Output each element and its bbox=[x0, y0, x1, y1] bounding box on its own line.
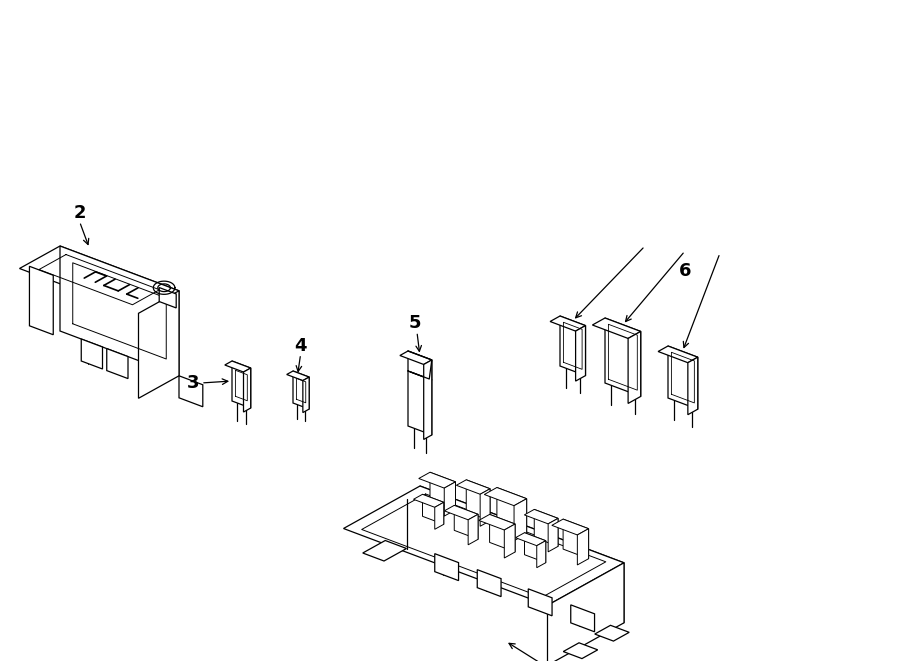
Polygon shape bbox=[571, 605, 595, 632]
Polygon shape bbox=[81, 339, 103, 369]
Polygon shape bbox=[484, 488, 526, 506]
Polygon shape bbox=[481, 488, 490, 526]
Polygon shape bbox=[516, 533, 545, 546]
Polygon shape bbox=[514, 498, 526, 541]
Text: 6: 6 bbox=[679, 262, 691, 280]
Polygon shape bbox=[605, 318, 641, 397]
Polygon shape bbox=[528, 589, 552, 616]
Polygon shape bbox=[408, 371, 432, 435]
Polygon shape bbox=[159, 288, 176, 308]
Polygon shape bbox=[668, 346, 698, 409]
Polygon shape bbox=[466, 480, 490, 521]
Text: 2: 2 bbox=[73, 204, 86, 223]
Polygon shape bbox=[525, 533, 545, 563]
Polygon shape bbox=[424, 360, 432, 440]
Polygon shape bbox=[535, 510, 558, 547]
Polygon shape bbox=[225, 361, 251, 372]
Polygon shape bbox=[563, 642, 598, 658]
Polygon shape bbox=[422, 494, 444, 524]
Polygon shape bbox=[293, 371, 310, 409]
Polygon shape bbox=[563, 519, 589, 559]
Polygon shape bbox=[418, 472, 455, 488]
Polygon shape bbox=[413, 494, 444, 507]
Polygon shape bbox=[628, 331, 641, 403]
Polygon shape bbox=[456, 480, 490, 494]
Polygon shape bbox=[20, 246, 179, 313]
Polygon shape bbox=[430, 472, 455, 510]
Polygon shape bbox=[658, 346, 698, 363]
Polygon shape bbox=[445, 482, 455, 516]
Polygon shape bbox=[550, 316, 586, 331]
Polygon shape bbox=[363, 541, 407, 561]
Text: 4: 4 bbox=[294, 337, 307, 355]
Polygon shape bbox=[477, 570, 501, 597]
Polygon shape bbox=[536, 541, 545, 568]
Polygon shape bbox=[232, 361, 251, 408]
Polygon shape bbox=[560, 316, 586, 375]
Polygon shape bbox=[552, 519, 589, 535]
Polygon shape bbox=[468, 514, 478, 545]
Polygon shape bbox=[688, 357, 698, 414]
Polygon shape bbox=[435, 502, 444, 529]
Polygon shape bbox=[139, 291, 179, 399]
Polygon shape bbox=[578, 529, 589, 565]
Polygon shape bbox=[479, 514, 515, 530]
Text: 5: 5 bbox=[409, 315, 421, 332]
Polygon shape bbox=[435, 554, 459, 580]
Polygon shape bbox=[454, 506, 478, 539]
Polygon shape bbox=[548, 518, 558, 552]
Text: 3: 3 bbox=[187, 374, 199, 392]
Polygon shape bbox=[497, 488, 526, 533]
Polygon shape bbox=[490, 514, 515, 552]
Polygon shape bbox=[60, 246, 179, 376]
Polygon shape bbox=[302, 377, 310, 412]
Polygon shape bbox=[244, 368, 251, 412]
Polygon shape bbox=[576, 326, 586, 381]
Polygon shape bbox=[420, 486, 624, 623]
Polygon shape bbox=[30, 266, 53, 334]
Polygon shape bbox=[400, 351, 432, 364]
Polygon shape bbox=[595, 625, 629, 641]
Polygon shape bbox=[547, 563, 624, 661]
Polygon shape bbox=[107, 348, 128, 379]
Polygon shape bbox=[179, 376, 203, 407]
Polygon shape bbox=[504, 524, 515, 558]
Polygon shape bbox=[525, 510, 558, 524]
Polygon shape bbox=[445, 506, 478, 520]
Polygon shape bbox=[344, 486, 624, 605]
Polygon shape bbox=[287, 371, 310, 381]
Polygon shape bbox=[592, 318, 641, 338]
